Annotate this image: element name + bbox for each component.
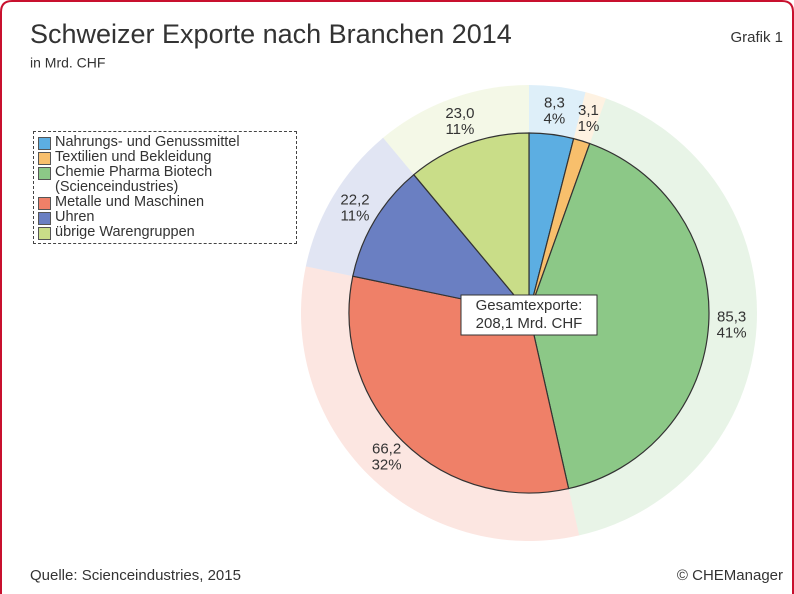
figure-label: Grafik 1	[730, 29, 783, 46]
percent-label: 41%	[717, 324, 747, 341]
legend-label: Chemie Pharma Biotech (Scienceindustries…	[55, 164, 213, 195]
percent-label: 32%	[372, 457, 402, 474]
value-label: 66,2	[372, 441, 401, 458]
pie-slice	[528, 142, 710, 490]
legend-item: Metalle und Maschinen	[38, 195, 292, 210]
chart-title: Schweizer Exporte nach Branchen 2014	[30, 19, 512, 49]
center-box	[460, 294, 598, 336]
source: Quelle: Scienceindustries, 2015	[30, 567, 241, 584]
legend-item: übrige Warengruppen	[38, 225, 292, 240]
pie-slice	[352, 173, 531, 314]
percent-label: 4%	[544, 111, 566, 128]
legend-item: Chemie Pharma Biotech (Scienceindustries…	[38, 165, 292, 195]
copyright: © CHEManager	[677, 567, 783, 584]
legend: Nahrungs- und Genussmittel Textilien und …	[33, 131, 297, 244]
subtitle: in Mrd. CHF	[30, 55, 105, 71]
legend-item: Textilien und Bekleidung	[38, 150, 292, 165]
legend-label: übrige Warengruppen	[55, 224, 195, 240]
legend-item: Nahrungs- und Genussmittel	[38, 135, 292, 150]
legend-swatch	[38, 152, 51, 165]
legend-swatch	[38, 227, 51, 240]
percent-label: 1%	[578, 118, 600, 135]
value-label: 23,0	[445, 105, 474, 122]
legend-label: Textilien und Bekleidung	[55, 149, 212, 165]
legend-label: Uhren	[55, 209, 95, 225]
pie-slice	[412, 132, 530, 315]
legend-item: Uhren	[38, 210, 292, 225]
value-label: 8,3	[544, 95, 565, 112]
value-label: 85,3	[717, 308, 746, 325]
value-label: 22,2	[340, 191, 369, 208]
pie	[301, 85, 757, 541]
legend-swatch	[38, 137, 51, 150]
center-label: Gesamtexporte:	[476, 297, 583, 314]
legend-swatch	[38, 197, 51, 210]
value-label: 3,1	[578, 102, 599, 119]
legend-label: Metalle und Maschinen	[55, 194, 205, 210]
center-label: 208,1 Mrd. CHF	[476, 315, 583, 332]
legend-label: Nahrungs- und Genussmittel	[55, 134, 240, 150]
percent-label: 11%	[445, 121, 474, 138]
legend-swatch	[38, 212, 51, 225]
legend-swatch	[38, 167, 51, 180]
percent-label: 11%	[341, 207, 370, 224]
